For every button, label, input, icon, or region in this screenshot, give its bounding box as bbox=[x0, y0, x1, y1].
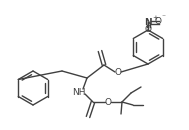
Text: O: O bbox=[154, 17, 161, 25]
Text: O: O bbox=[105, 98, 112, 106]
Text: ⁻: ⁻ bbox=[161, 12, 165, 21]
Text: O: O bbox=[145, 24, 152, 34]
Text: NH: NH bbox=[72, 87, 86, 96]
Text: +: + bbox=[152, 15, 158, 21]
Text: N: N bbox=[144, 18, 152, 27]
Text: O: O bbox=[115, 67, 122, 76]
